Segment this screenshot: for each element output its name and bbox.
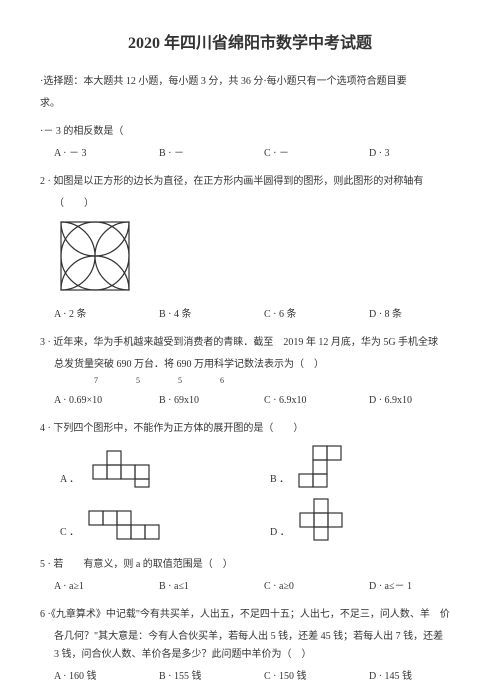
question-4: 4 · 下列四个图形中，不能作为正方体的展开图的是（ ） A ． B ． [40,420,460,550]
q6-opt-b: B · 155 钱 [145,668,250,686]
q2-text: 2 · 如图是以正方形的边长为直径，在正方形内画半圆得到的图形，则此图形的对称轴… [40,173,460,191]
q6-opt-d: D · 145 钱 [355,668,460,686]
q3-line2: 总发货量突破 690 万台．将 690 万用科学记数法表示为（ ） [40,356,460,374]
q3-opt-b: B · 69x10 [145,392,250,410]
q4-fig-a: A ． [40,444,250,489]
q5-options: A · a≥1 B · a≤1 C · a≥0 D · a≤－ 1 [40,578,460,596]
q2-opt-d: D · 8 条 [355,306,460,324]
q3-opt-d: D · 6.9x10 [355,392,460,410]
q4-fig-d: D ． [250,497,460,542]
q2-opt-b: B · 4 条 [145,306,250,324]
q4-label-d: D ． [270,524,290,542]
instructions-line2: 求。 [40,95,460,113]
q1-opt-d: D · 3 [355,145,460,163]
q3-exponents: 7 5 5 6 [80,374,460,388]
q6-line3: 3 钱，问合伙人数、羊价各是多少？此问题中羊价为（ ） [40,646,460,664]
q1-opt-c: C · － [250,145,355,163]
q6-line2: 各几何？"其大意是：今有人合伙买羊，若每人出 5 钱，还差 45 钱；若每人出 … [40,628,460,646]
q3-opt-c: C · 6.9x10 [250,392,355,410]
q1-opt-a: A · － 3 [40,145,145,163]
q2-opt-c: C · 6 条 [250,306,355,324]
q6-opt-c: C · 150 钱 [250,668,355,686]
q6-line1: 6 ·《九章算术》中记载"今有共买羊，人出五，不足四十五；人出七，不足三，问人数… [40,606,460,624]
page-title: 2020 年四川省绵阳市数学中考试题 [40,30,460,59]
q4-fig-c: C ． [40,497,250,542]
q4-label-b: B ． [270,471,289,489]
q2-paren: （ ） [40,195,460,213]
q1-text: ·－ 3 的相反数是（ [40,123,460,141]
q5-opt-d: D · a≤－ 1 [355,578,460,596]
q5-text: 5 · 若 有意义，则 a 的取值范围是（ ） [40,556,460,574]
question-1: ·－ 3 的相反数是（ A · － 3 B · － C · － D · 3 [40,123,460,163]
q3-opt-a: A · 0.69×10 [40,392,145,410]
q3-options: A · 0.69×10 B · 69x10 C · 6.9x10 D · 6.9… [40,392,460,410]
q4-label-a: A ． [60,471,79,489]
q3-line1: 3 · 近年来，华为手机越来越受到消费者的青睐．截至 2019 年 12 月底，… [40,334,460,352]
q6-options: A · 160 钱 B · 155 钱 C · 150 钱 D · 145 钱 [40,668,460,686]
q4-label-c: C ． [60,524,79,542]
question-5: 5 · 若 有意义，则 a 的取值范围是（ ） A · a≥1 B · a≤1 … [40,556,460,596]
q4-fig-b: B ． [250,444,460,489]
question-6: 6 ·《九章算术》中记载"今有共买羊，人出五，不足四十五；人出七，不足三，问人数… [40,606,460,686]
q2-opt-a: A · 2 条 [40,306,145,324]
q5-opt-a: A · a≥1 [40,578,145,596]
instructions-line1: ·选择题：本大题共 12 小题，每小题 3 分，共 36 分·每小题只有一个选项… [40,73,460,91]
q5-opt-c: C · a≥0 [250,578,355,596]
q5-opt-b: B · a≤1 [145,578,250,596]
q6-opt-a: A · 160 钱 [40,668,145,686]
q1-options: A · － 3 B · － C · － D · 3 [40,145,460,163]
question-3: 3 · 近年来，华为手机越来越受到消费者的青睐．截至 2019 年 12 月底，… [40,334,460,410]
q2-figure [60,221,460,298]
q4-figures: A ． B ． [40,444,460,550]
q2-options: A · 2 条 B · 4 条 C · 6 条 D · 8 条 [40,306,460,324]
question-2: 2 · 如图是以正方形的边长为直径，在正方形内画半圆得到的图形，则此图形的对称轴… [40,173,460,324]
q1-opt-b: B · － [145,145,250,163]
q4-text: 4 · 下列四个图形中，不能作为正方体的展开图的是（ ） [40,420,460,438]
